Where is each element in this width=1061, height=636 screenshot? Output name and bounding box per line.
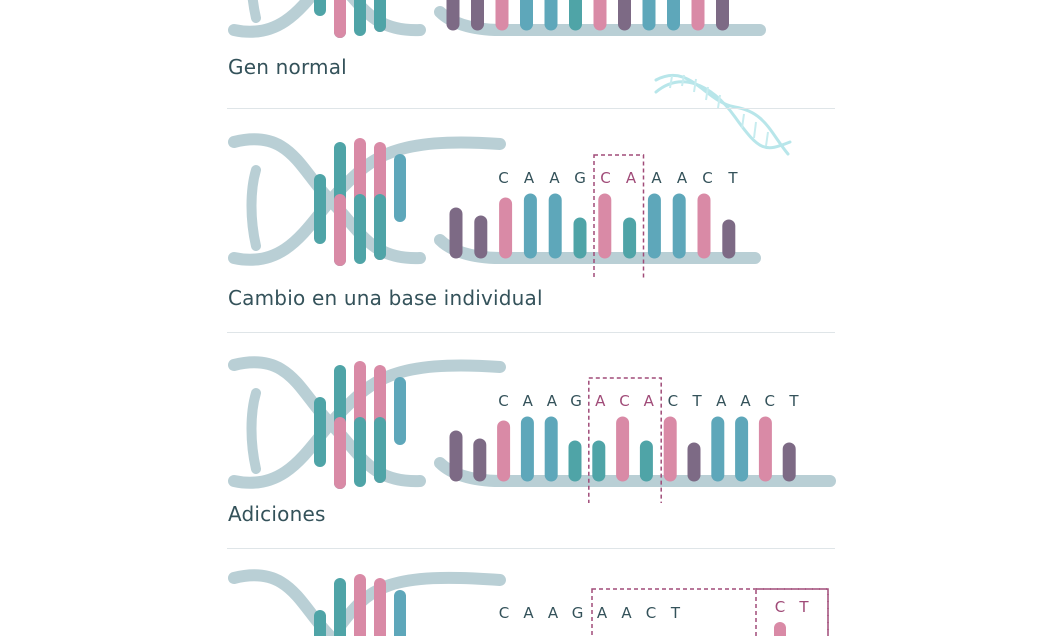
mutation-highlight-box — [593, 154, 645, 280]
sequence-letter: G — [570, 392, 583, 410]
sequence-letter: C — [498, 169, 509, 187]
sequence-letter: A — [621, 604, 632, 622]
sequence-letter: A — [597, 604, 608, 622]
deleted-letter: C — [775, 598, 785, 616]
sequence-letter: T — [788, 392, 799, 410]
sequence-letter: A — [716, 392, 727, 410]
sequence-letter: A — [548, 604, 559, 622]
backbone-tail — [434, 457, 836, 487]
divider-3 — [227, 548, 835, 549]
dna-strand — [228, 0, 766, 38]
sequence-letter: C — [702, 169, 713, 187]
sequence-letter: C — [668, 392, 679, 410]
sequence-letter: C — [499, 604, 509, 622]
sequence-letter: T — [692, 392, 703, 410]
deleted-letter: T — [798, 598, 809, 616]
sequence-letter: C — [498, 392, 509, 410]
dna-panel-normal — [228, 0, 766, 38]
sequence-letter: C — [764, 392, 775, 410]
sequence-letter: A — [677, 169, 688, 187]
sequence-letter: C — [646, 604, 656, 622]
sequence-letter: A — [644, 392, 655, 410]
sequence-letter: A — [547, 392, 558, 410]
backbone-strand — [334, 571, 506, 632]
divider-1 — [227, 108, 835, 109]
backbone-strand — [228, 0, 316, 38]
mutation-highlight-box — [588, 377, 662, 503]
sequence-letter: G — [574, 169, 587, 187]
sequence-letter: A — [524, 169, 535, 187]
deleted-bases-box — [755, 588, 829, 636]
sequence-letter: C — [619, 392, 630, 410]
sequence-letter: A — [523, 392, 534, 410]
sequence-letter: C — [600, 169, 611, 187]
caption-single-base: Cambio en una base individual — [228, 286, 543, 310]
sequence-letter: T — [670, 604, 681, 622]
sequence-letter: A — [740, 392, 751, 410]
sequence-letter: G — [572, 604, 584, 622]
sequence-letter: A — [549, 169, 560, 187]
sequence-letter: A — [626, 169, 637, 187]
caption-gen-normal: Gen normal — [228, 55, 347, 79]
backbone-tail — [434, 234, 761, 264]
sequence-letter: A — [523, 604, 534, 622]
backbone-strand — [247, 0, 261, 23]
divider-2 — [227, 332, 835, 333]
backbone-strand — [246, 388, 261, 474]
sequence-letter: A — [651, 169, 662, 187]
sequence-letter: T — [727, 169, 738, 187]
caption-additions: Adiciones — [228, 502, 326, 526]
backbone-strand — [246, 165, 261, 251]
dna-decoration-icon — [654, 73, 792, 156]
sequence-letter: A — [595, 392, 606, 410]
